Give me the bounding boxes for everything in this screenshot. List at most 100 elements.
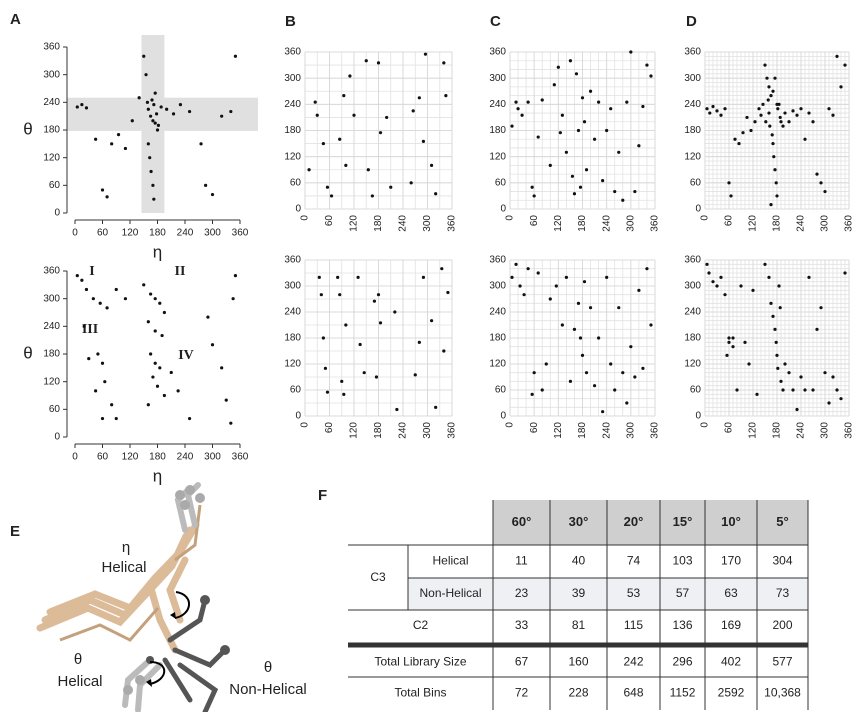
point <box>315 113 319 117</box>
point <box>366 168 370 172</box>
x-tick-label: 300 <box>422 422 433 439</box>
point <box>114 416 118 421</box>
point <box>767 275 771 279</box>
point <box>548 297 552 301</box>
point <box>799 107 803 111</box>
x-tick-label: 0 <box>700 215 711 221</box>
column-header: 15° <box>673 514 693 529</box>
point <box>510 124 514 128</box>
point <box>839 397 843 401</box>
point <box>372 299 377 303</box>
x-tick-label: 300 <box>204 452 221 463</box>
point <box>444 94 448 98</box>
y-tick-label: 240 <box>684 307 701 318</box>
table-cell: 242 <box>623 655 643 669</box>
table-cell: 67 <box>515 655 529 669</box>
point <box>554 284 558 288</box>
y-tick-label: 0 <box>54 208 60 219</box>
y-tick-label: 180 <box>684 125 701 136</box>
point <box>827 107 831 111</box>
x-tick-label: 60 <box>97 228 109 239</box>
x-tick-label: 0 <box>505 215 516 221</box>
point <box>329 194 334 198</box>
point <box>344 323 348 327</box>
point <box>711 280 715 284</box>
point <box>601 179 605 183</box>
point <box>621 198 625 202</box>
y-tick-label: 180 <box>684 333 701 344</box>
y-tick-label: 120 <box>489 151 506 162</box>
x-tick-label: 0 <box>72 452 78 463</box>
point <box>187 109 192 114</box>
point <box>765 76 769 80</box>
point <box>803 388 807 392</box>
point <box>803 137 807 141</box>
point <box>160 333 164 338</box>
point <box>795 113 799 117</box>
point <box>741 131 745 135</box>
point <box>568 59 573 63</box>
y-axis-label: θ <box>23 343 32 362</box>
table-cell: 33 <box>515 618 529 632</box>
point <box>149 169 153 174</box>
point <box>149 352 153 356</box>
point <box>570 174 575 178</box>
point <box>843 63 847 67</box>
column-header: 10° <box>721 514 741 529</box>
point <box>613 189 617 194</box>
point <box>787 120 791 124</box>
x-tick-label: 360 <box>650 422 661 439</box>
point <box>516 107 520 111</box>
point <box>446 290 450 295</box>
point <box>158 301 162 305</box>
x-tick-label: 180 <box>149 228 166 239</box>
y-tick-label: 300 <box>684 281 701 292</box>
x-tick-label: 360 <box>447 215 458 232</box>
point <box>307 168 311 172</box>
x-tick-label: 240 <box>601 215 612 232</box>
point <box>723 107 727 111</box>
point <box>96 352 100 356</box>
point <box>795 407 799 412</box>
point <box>564 275 568 279</box>
point <box>727 336 731 340</box>
y-tick-label: 240 <box>489 307 506 318</box>
point <box>413 373 417 377</box>
x-tick-label: 120 <box>553 422 564 439</box>
point <box>105 195 109 199</box>
y-tick-label: 360 <box>489 255 506 266</box>
point <box>229 109 233 114</box>
table-cell: 160 <box>568 655 588 669</box>
point <box>757 107 761 111</box>
point <box>601 410 605 414</box>
point <box>344 163 348 167</box>
x-tick-label: 60 <box>724 215 735 227</box>
structure-label: θ <box>74 651 82 668</box>
point <box>783 362 787 366</box>
point <box>552 83 556 87</box>
x-tick-label: 60 <box>529 422 540 434</box>
point <box>815 172 819 176</box>
table-cell: 1152 <box>670 686 696 700</box>
point <box>576 301 581 305</box>
x-tick-label: 120 <box>122 452 139 463</box>
point <box>395 407 399 412</box>
x-tick-label: 120 <box>553 215 564 232</box>
point <box>393 310 397 314</box>
point <box>231 297 235 301</box>
point <box>80 103 84 107</box>
row-label: Helical <box>432 554 468 568</box>
table-cell: 577 <box>772 655 792 669</box>
point <box>178 103 183 107</box>
point <box>80 278 84 282</box>
point <box>597 100 601 104</box>
point <box>84 106 89 110</box>
x-tick-label: 120 <box>349 422 360 439</box>
point <box>378 321 383 325</box>
point <box>556 65 560 69</box>
point <box>323 366 328 370</box>
row-group-label: C3 <box>370 570 386 584</box>
point <box>823 371 827 375</box>
point <box>739 284 743 288</box>
x-tick-label: 360 <box>232 228 249 239</box>
